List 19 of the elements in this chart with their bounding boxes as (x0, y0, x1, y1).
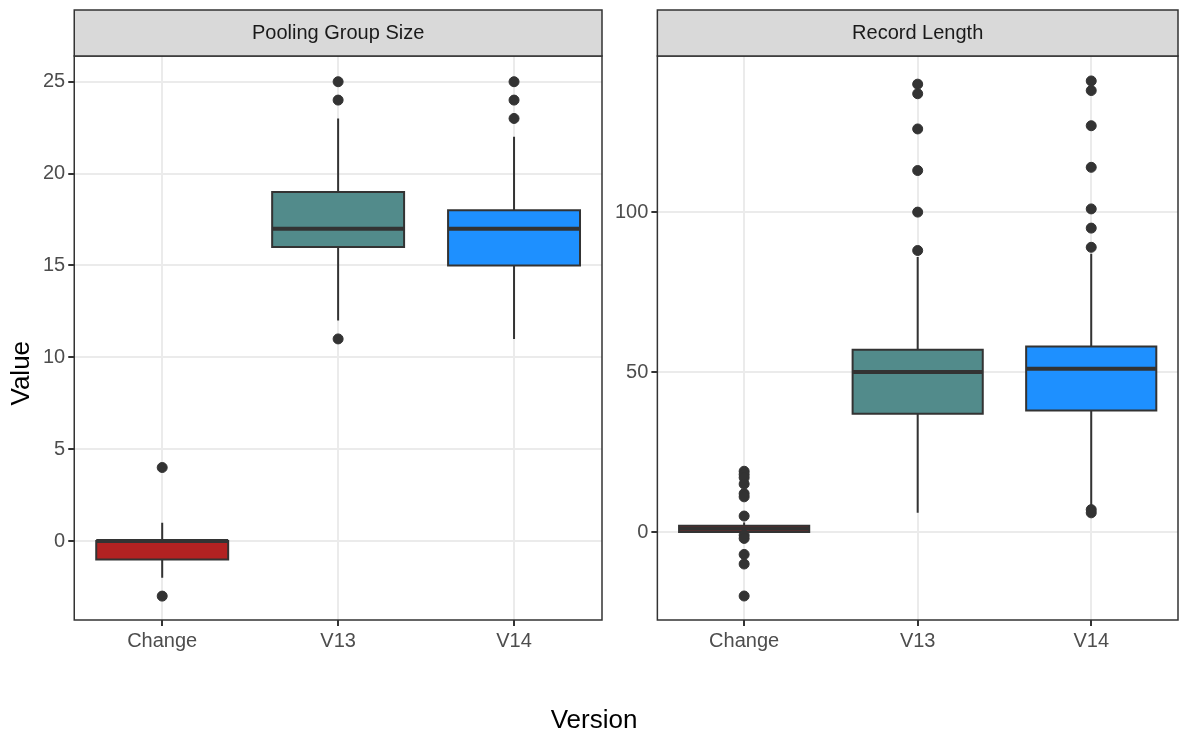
y-tick-label: 10 (43, 344, 66, 367)
x-tick-label: Change (127, 628, 198, 651)
y-tick-label: 15 (43, 252, 66, 275)
chart-title: Record Length (852, 20, 984, 43)
x-tick-label: V13 (899, 628, 936, 651)
x-axis-title: Version (549, 704, 639, 735)
y-tick-label: 0 (637, 519, 649, 542)
x-tick-label: V14 (1073, 628, 1110, 651)
y-axis-title: Value (4, 340, 36, 406)
chart-title: Pooling Group Size (251, 20, 425, 43)
y-tick-label: 25 (43, 69, 66, 92)
y-tick-label: 100 (614, 199, 649, 222)
y-tick-label: 20 (43, 161, 66, 184)
x-tick-label: Change (709, 628, 780, 651)
x-tick-label: V14 (496, 628, 532, 651)
y-tick-label: 0 (54, 528, 66, 551)
y-tick-label: 50 (626, 359, 649, 382)
y-tick-label: 5 (54, 436, 66, 459)
x-tick-label: V13 (320, 628, 356, 651)
